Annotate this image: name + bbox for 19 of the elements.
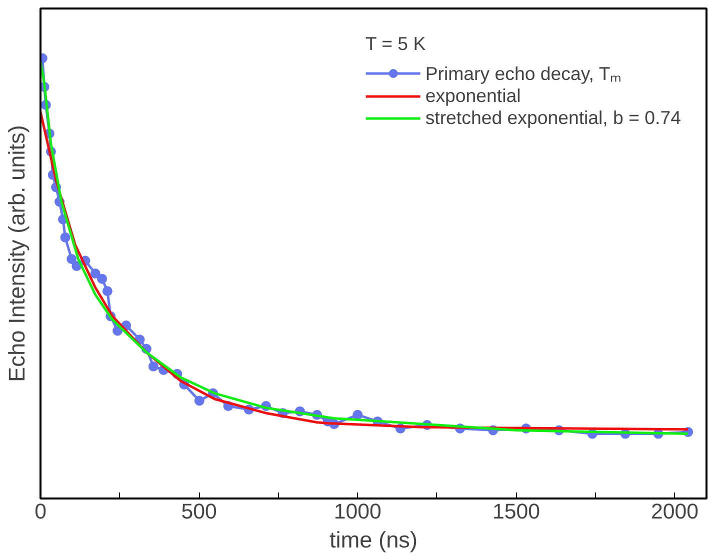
x-axis-title: time (ns)	[329, 526, 418, 552]
legend-label: exponential	[425, 85, 521, 107]
x-tick-label: 1000	[334, 500, 382, 524]
point	[148, 361, 158, 372]
legend-label: stretched exponential, b = 0.74	[425, 107, 681, 129]
point	[102, 286, 112, 296]
point	[194, 396, 204, 406]
point	[90, 268, 100, 279]
point	[352, 410, 363, 420]
legend-title: T = 5 K	[365, 33, 427, 55]
point	[97, 274, 108, 284]
x-tick-label: 2000	[651, 500, 699, 524]
point	[60, 232, 70, 242]
y-axis-title: Echo Intensity (arb. units)	[4, 125, 30, 382]
x-tick-label: 1500	[492, 500, 540, 524]
point	[66, 254, 77, 264]
x-tick-label: 0	[34, 500, 47, 524]
x-tick-label: 500	[181, 500, 217, 524]
legend-label: Primary echo decay, Tₘ	[425, 62, 622, 85]
